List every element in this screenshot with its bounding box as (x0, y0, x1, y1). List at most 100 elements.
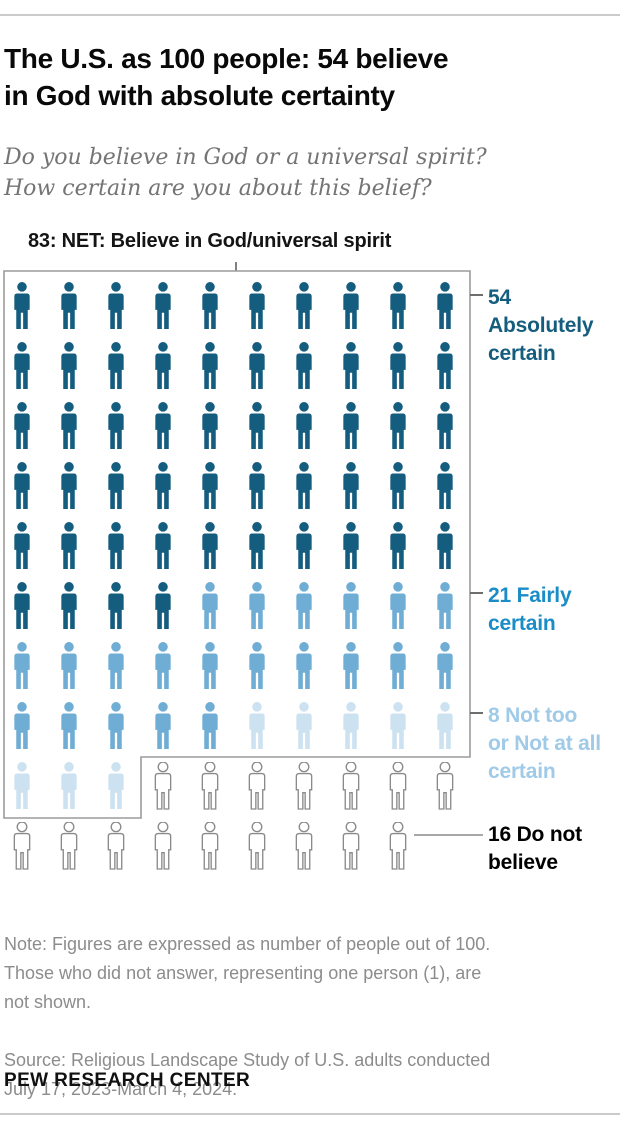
person-icon-fairly-certain (14, 642, 30, 689)
person-icon-absolutely-certain (202, 462, 218, 509)
person-icon-fairly-certain (155, 702, 171, 749)
person-icon-absolutely-certain (437, 342, 453, 389)
person-icon-fairly-certain (249, 642, 265, 689)
person-icon-do-not-believe (107, 822, 125, 870)
person-icon-absolutely-certain (108, 342, 124, 389)
person-icon-absolutely-certain (14, 282, 30, 329)
person-icon-absolutely-certain (202, 342, 218, 389)
person-icon-fairly-certain (437, 642, 453, 689)
person-icon-fairly-certain (155, 642, 171, 689)
person-icon-do-not-believe (342, 762, 360, 810)
person-icon-absolutely-certain (61, 522, 77, 569)
pictogram-grid (13, 282, 454, 870)
person-icon-do-not-believe (295, 762, 313, 810)
person-icon-absolutely-certain (249, 402, 265, 449)
person-icon-fairly-certain (202, 642, 218, 689)
person-icon-absolutely-certain (61, 402, 77, 449)
person-icon-do-not-believe (60, 822, 78, 870)
person-icon-absolutely-certain (390, 402, 406, 449)
person-icon-absolutely-certain (437, 522, 453, 569)
person-icon-absolutely-certain (202, 522, 218, 569)
person-icon-absolutely-certain (343, 282, 359, 329)
person-icon-do-not-believe (201, 762, 219, 810)
person-icon-do-not-believe (389, 762, 407, 810)
person-icon-do-not-believe (342, 822, 360, 870)
person-icon-absolutely-certain (296, 342, 312, 389)
top-divider (0, 14, 620, 16)
person-icon-absolutely-certain (296, 282, 312, 329)
person-icon-absolutely-certain (390, 462, 406, 509)
person-icon-fairly-certain (296, 582, 312, 629)
person-icon-not-too-certain (108, 762, 124, 809)
person-icon-fairly-certain (437, 582, 453, 629)
person-icon-absolutely-certain (61, 582, 77, 629)
person-icon-absolutely-certain (390, 522, 406, 569)
person-icon-absolutely-certain (108, 462, 124, 509)
person-icon-not-too-certain (249, 702, 265, 749)
person-icon-absolutely-certain (343, 402, 359, 449)
person-icon-fairly-certain (249, 582, 265, 629)
person-icon-absolutely-certain (343, 342, 359, 389)
person-icon-absolutely-certain (155, 282, 171, 329)
person-icon-fairly-certain (343, 642, 359, 689)
person-icon-absolutely-certain (249, 282, 265, 329)
person-icon-absolutely-certain (14, 342, 30, 389)
person-icon-fairly-certain (108, 642, 124, 689)
person-icon-fairly-certain (390, 642, 406, 689)
note-text: Note: Figures are expressed as number of… (4, 934, 491, 1012)
person-icon-do-not-believe (248, 822, 266, 870)
person-icon-absolutely-certain (343, 522, 359, 569)
person-icon-do-not-believe (13, 822, 31, 870)
person-icon-not-too-certain (14, 762, 30, 809)
person-icon-absolutely-certain (202, 282, 218, 329)
person-icon-absolutely-certain (14, 462, 30, 509)
person-icon-not-too-certain (437, 702, 453, 749)
person-icon-absolutely-certain (390, 342, 406, 389)
person-icon-absolutely-certain (437, 282, 453, 329)
person-icon-absolutely-certain (296, 522, 312, 569)
person-icon-fairly-certain (343, 582, 359, 629)
person-icon-fairly-certain (61, 702, 77, 749)
source-text: Source: Religious Landscape Study of U.S… (4, 1050, 491, 1099)
legend-fairly-certain: 21 Fairly certain (488, 584, 572, 635)
person-icon-do-not-believe (389, 822, 407, 870)
person-icon-fairly-certain (296, 642, 312, 689)
person-icon-do-not-believe (154, 822, 172, 870)
person-icon-absolutely-certain (437, 402, 453, 449)
person-icon-absolutely-certain (61, 462, 77, 509)
person-icon-absolutely-certain (155, 522, 171, 569)
pictogram-chart (3, 262, 483, 870)
person-icon-fairly-certain (202, 582, 218, 629)
person-icon-not-too-certain (343, 702, 359, 749)
person-icon-absolutely-certain (108, 522, 124, 569)
person-icon-fairly-certain (14, 702, 30, 749)
person-icon-fairly-certain (390, 582, 406, 629)
person-icon-absolutely-certain (249, 522, 265, 569)
person-icon-fairly-certain (202, 702, 218, 749)
legend-do-not-believe: 16 Do not believe (488, 823, 582, 874)
person-icon-absolutely-certain (155, 582, 171, 629)
person-icon-absolutely-certain (108, 582, 124, 629)
person-icon-do-not-believe (154, 762, 172, 810)
person-icon-absolutely-certain (155, 402, 171, 449)
person-icon-absolutely-certain (108, 402, 124, 449)
person-icon-not-too-certain (390, 702, 406, 749)
person-icon-absolutely-certain (437, 462, 453, 509)
person-icon-absolutely-certain (202, 402, 218, 449)
person-icon-absolutely-certain (249, 462, 265, 509)
person-icon-absolutely-certain (14, 522, 30, 569)
net-outline-box (3, 270, 471, 819)
person-icon-do-not-believe (201, 822, 219, 870)
page-title: The U.S. as 100 people: 54 believe in Go… (4, 43, 449, 111)
person-icon-fairly-certain (61, 642, 77, 689)
person-icon-not-too-certain (61, 762, 77, 809)
person-icon-absolutely-certain (61, 342, 77, 389)
legend-not-too-certain: 8 Not too or Not at all certain (488, 704, 601, 783)
person-icon-not-too-certain (296, 702, 312, 749)
survey-question: Do you believe in God or a universal spi… (4, 145, 487, 201)
person-icon-do-not-believe (248, 762, 266, 810)
net-label: 83: NET: Believe in God/universal spirit (28, 230, 392, 252)
person-icon-absolutely-certain (296, 402, 312, 449)
person-icon-absolutely-certain (343, 462, 359, 509)
person-icon-absolutely-certain (249, 342, 265, 389)
